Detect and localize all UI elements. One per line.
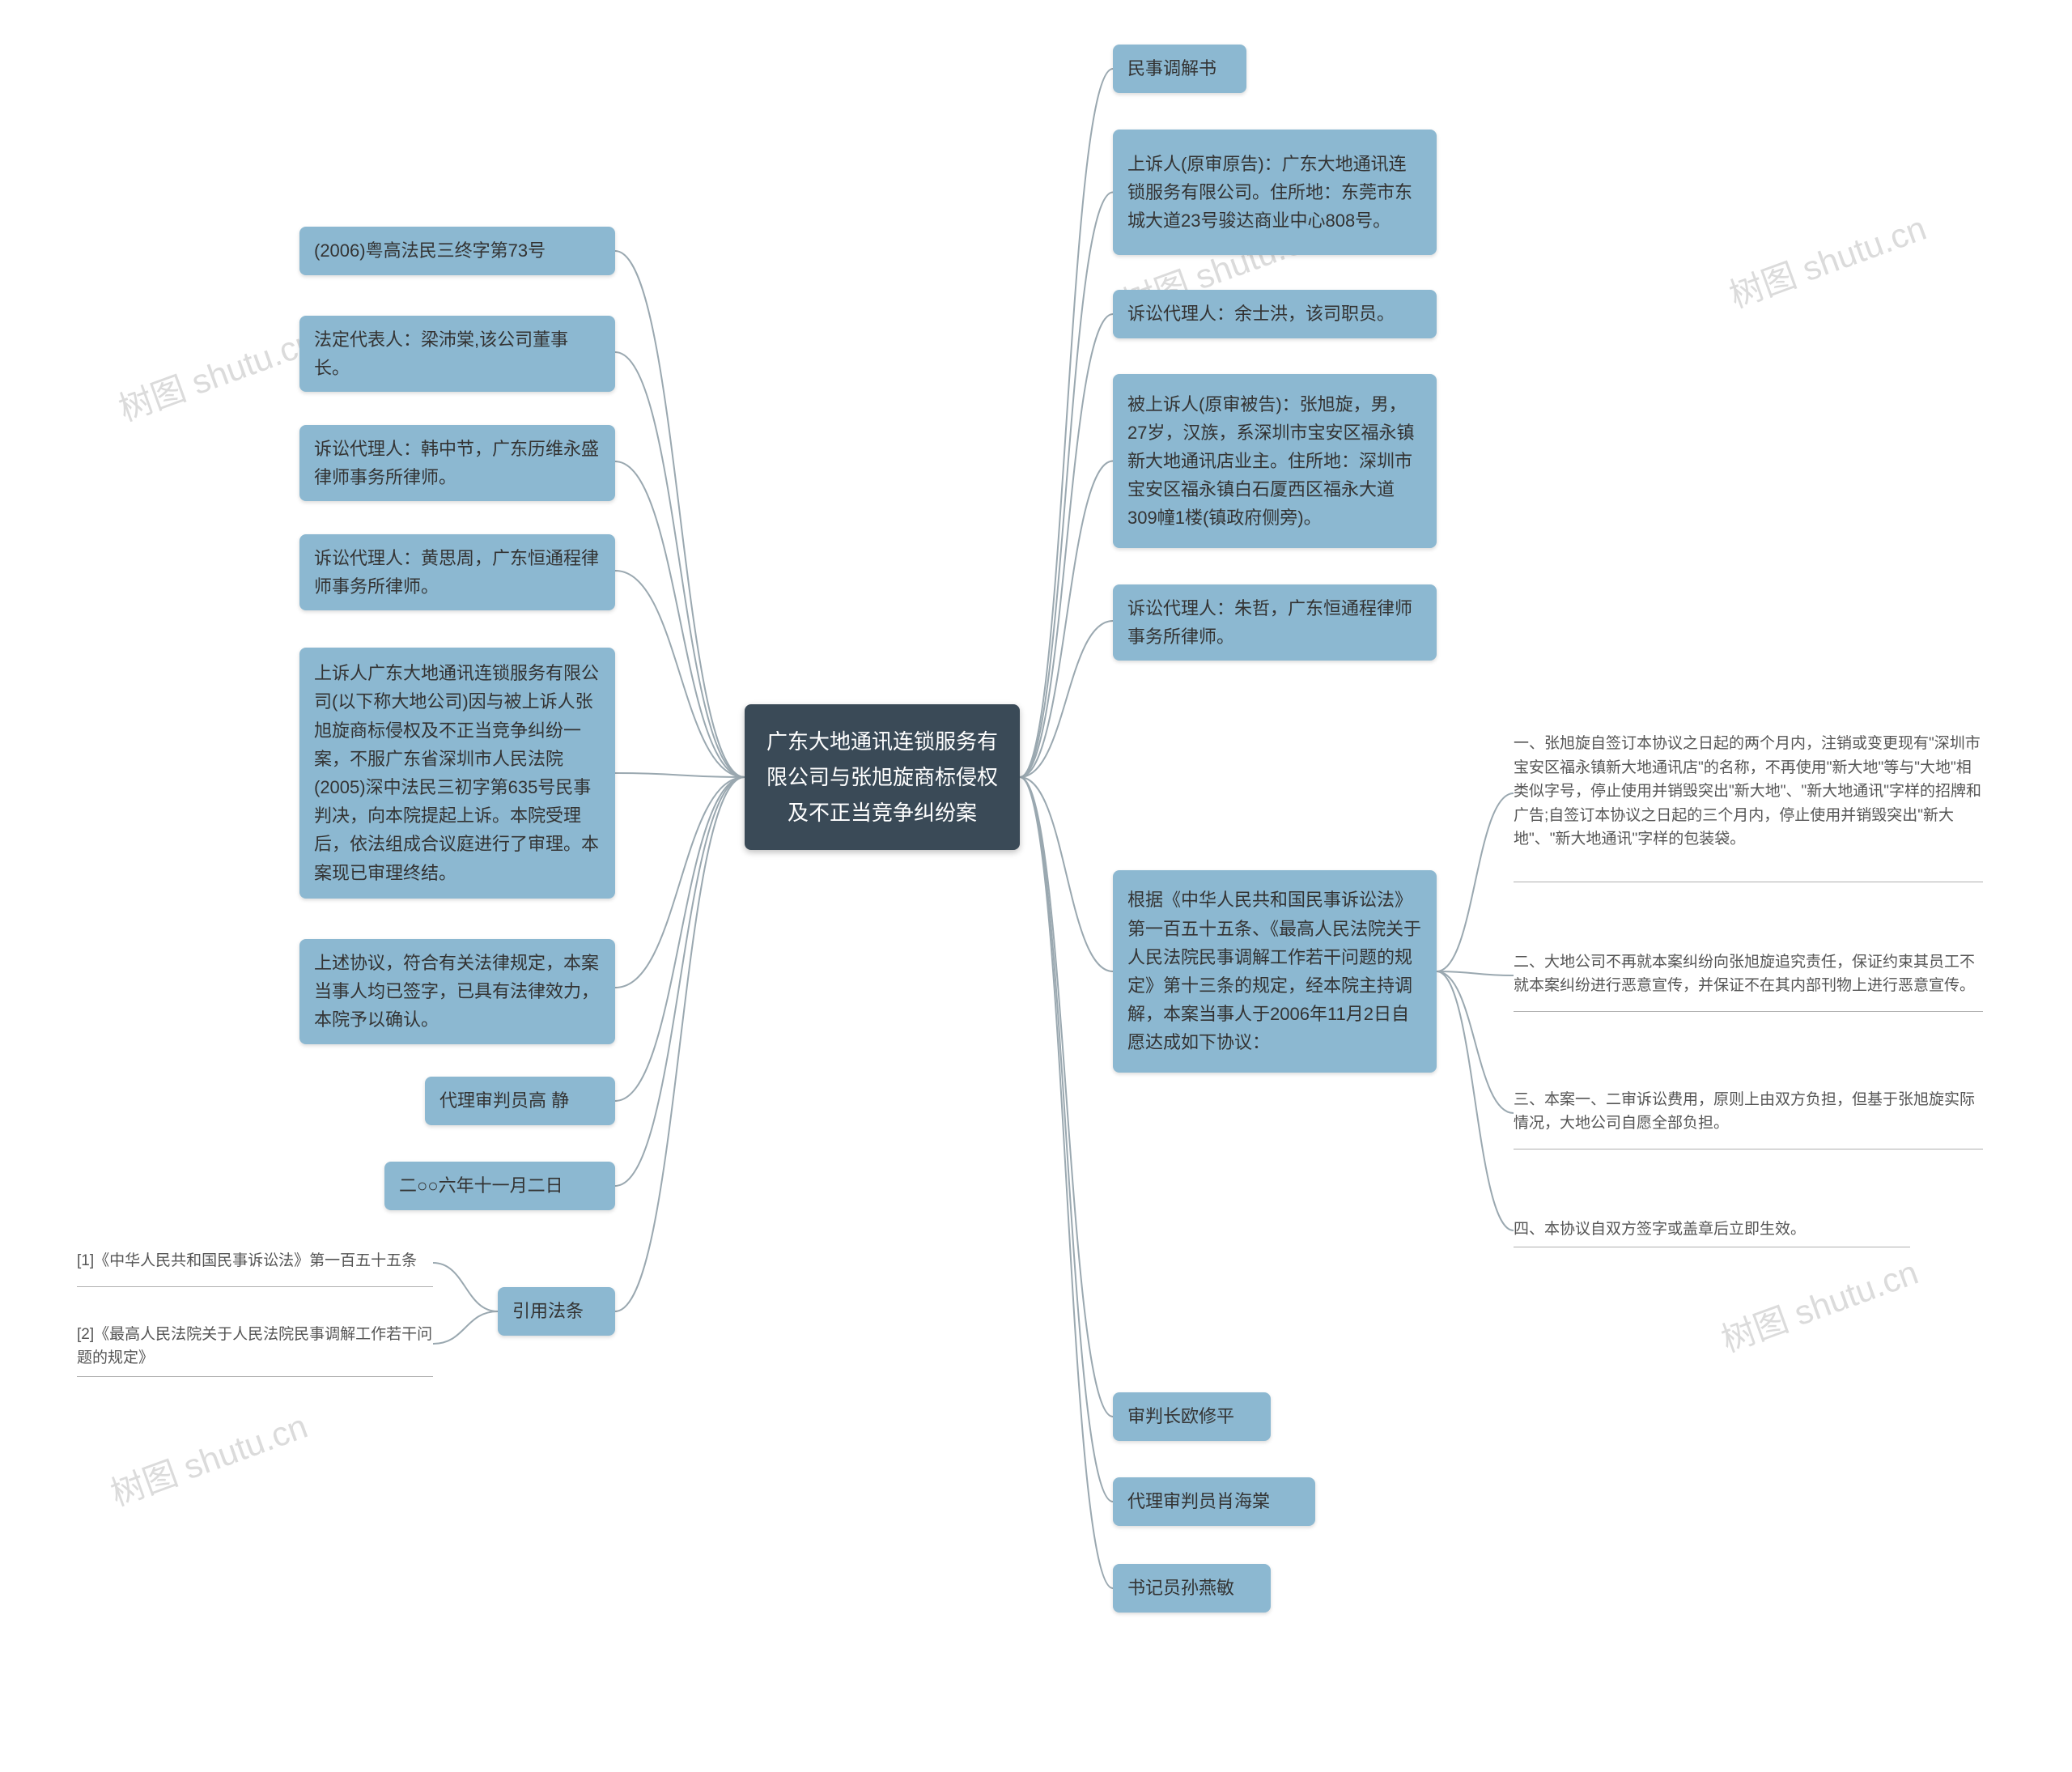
left-node-l9[interactable]: 引用法条 — [498, 1287, 615, 1336]
left-node-l4[interactable]: 诉讼代理人：黄思周，广东恒通程律师事务所律师。 — [299, 534, 615, 610]
left-node-l3[interactable]: 诉讼代理人：韩中节，广东历维永盛律师事务所律师。 — [299, 425, 615, 501]
left-leaf-l9a[interactable]: [1]《中华人民共和国民事诉讼法》第一百五十五条 — [77, 1239, 433, 1287]
right-node-r8[interactable]: 代理审判员肖海棠 — [1113, 1477, 1315, 1526]
left-node-l1[interactable]: (2006)粤高法民三终字第73号 — [299, 227, 615, 275]
left-node-l2[interactable]: 法定代表人：梁沛棠,该公司董事长。 — [299, 316, 615, 392]
watermark: 树图 shutu.cn — [1713, 1245, 1924, 1362]
watermark: 树图 shutu.cn — [103, 1399, 313, 1515]
left-node-l5[interactable]: 上诉人广东大地通讯连锁服务有限公司(以下称大地公司)因与被上诉人张旭旋商标侵权及… — [299, 648, 615, 899]
right-node-r2[interactable]: 上诉人(原审原告)：广东大地通讯连锁服务有限公司。住所地：东莞市东城大道23号骏… — [1113, 130, 1437, 255]
left-leaf-l9b[interactable]: [2]《最高人民法院关于人民法院民事调解工作若干问题的规定》 — [77, 1319, 433, 1377]
left-node-l7[interactable]: 代理审判员高 静 — [425, 1077, 615, 1125]
right-node-r9[interactable]: 书记员孙燕敏 — [1113, 1564, 1271, 1613]
right-node-r5[interactable]: 诉讼代理人：朱哲，广东恒通程律师事务所律师。 — [1113, 584, 1437, 661]
watermark: 树图 shutu.cn — [111, 314, 321, 431]
right-leaf-r6c[interactable]: 三、本案一、二审诉讼费用，原则上由双方负担，但基于张旭旋实际情况，大地公司自愿全… — [1514, 1077, 1983, 1149]
right-node-r6[interactable]: 根据《中华人民共和国民事诉讼法》第一百五十五条、《最高人民法院关于人民法院民事调… — [1113, 870, 1437, 1073]
right-leaf-r6b[interactable]: 二、大地公司不再就本案纠纷向张旭旋追究责任，保证约束其员工不就本案纠纷进行恶意宣… — [1514, 939, 1983, 1012]
right-leaf-r6d[interactable]: 四、本协议自双方签字或盖章后立即生效。 — [1514, 1214, 1910, 1247]
right-node-r4[interactable]: 被上诉人(原审被告)：张旭旋，男，27岁，汉族，系深圳市宝安区福永镇新大地通讯店… — [1113, 374, 1437, 548]
right-leaf-r6a[interactable]: 一、张旭旋自签订本协议之日起的两个月内，注销或变更现有"深圳市宝安区福永镇新大地… — [1514, 704, 1983, 882]
right-node-r1[interactable]: 民事调解书 — [1113, 45, 1246, 93]
left-node-l6[interactable]: 上述协议，符合有关法律规定，本案当事人均已签字，已具有法律效力，本院予以确认。 — [299, 939, 615, 1044]
center-node[interactable]: 广东大地通讯连锁服务有限公司与张旭旋商标侵权及不正当竞争纠纷案 — [745, 704, 1020, 850]
right-node-r7[interactable]: 审判长欧修平 — [1113, 1392, 1271, 1441]
right-node-r3[interactable]: 诉讼代理人：余士洪，该司职员。 — [1113, 290, 1437, 338]
watermark: 树图 shutu.cn — [1722, 201, 1932, 317]
left-node-l8[interactable]: 二○○六年十一月二日 — [384, 1162, 615, 1210]
